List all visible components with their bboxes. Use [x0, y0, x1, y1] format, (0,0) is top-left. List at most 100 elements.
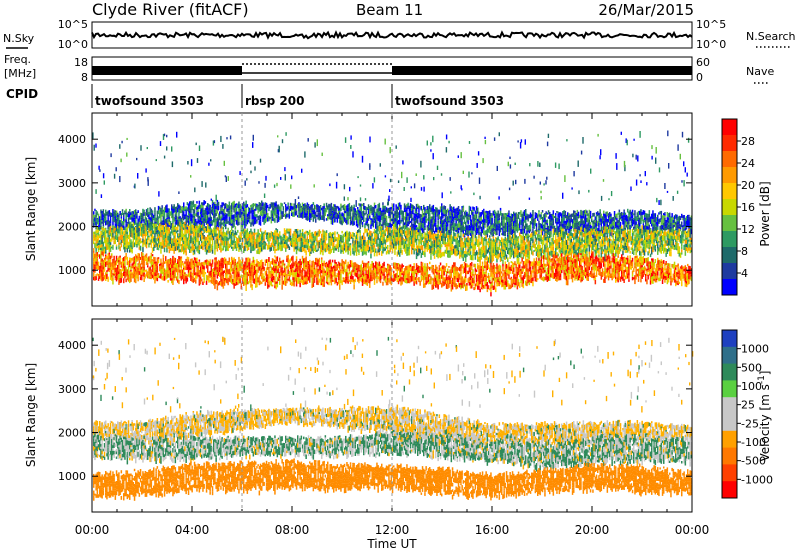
- power-cell: [610, 224, 612, 227]
- power-cell: [411, 218, 413, 222]
- power-cell: [97, 232, 100, 236]
- power-cell: [215, 220, 217, 226]
- power-cell: [579, 221, 581, 227]
- power-cell: [127, 221, 130, 224]
- power-cell: [562, 231, 564, 236]
- power-cell: [305, 244, 307, 249]
- power-cell: [315, 249, 317, 252]
- power-cell: [616, 213, 618, 219]
- power-cell: [358, 212, 360, 218]
- power-cell: [150, 212, 153, 215]
- power-cell: [178, 236, 180, 239]
- power-cell: [209, 217, 211, 222]
- power-cell: [235, 215, 238, 218]
- power-cell: [233, 243, 235, 247]
- power-cell: [385, 207, 388, 211]
- power-cell: [133, 219, 136, 224]
- power-cell: [568, 224, 570, 229]
- power-cell: [598, 218, 600, 223]
- power-cell: [347, 232, 349, 238]
- power-cell: [389, 227, 391, 233]
- power-cell: [556, 239, 558, 244]
- power-cell: [567, 225, 569, 230]
- power-cell: [103, 239, 106, 244]
- power-cell: [449, 207, 451, 212]
- power-cell: [603, 213, 605, 216]
- power-cell: [361, 216, 364, 221]
- power-cell: [395, 211, 397, 215]
- power-cell: [533, 234, 535, 236]
- power-cell: [199, 234, 202, 237]
- power-cell: [181, 224, 184, 229]
- power-cell: [252, 232, 255, 236]
- power-cell: [171, 223, 173, 226]
- power-cell: [652, 226, 654, 231]
- power-cell: [522, 228, 525, 231]
- power-cell: [558, 244, 561, 249]
- power-cell: [190, 233, 192, 236]
- power-cell: [517, 240, 520, 243]
- power-cell: [349, 206, 352, 209]
- power-cell: [475, 214, 478, 219]
- power-cell: [217, 205, 220, 211]
- power-cell: [209, 213, 211, 217]
- power-cell: [511, 224, 514, 230]
- power-cell: [538, 249, 540, 254]
- power-cell: [327, 245, 329, 251]
- power-cell: [450, 212, 453, 216]
- power-cell: [379, 220, 382, 223]
- power-cell: [166, 207, 168, 214]
- power-cell: [514, 230, 516, 234]
- power-cell: [453, 212, 455, 217]
- power-cell: [240, 205, 243, 210]
- power-cell: [261, 200, 263, 204]
- power-cell: [271, 210, 274, 214]
- power-cell: [503, 213, 505, 217]
- power-cell: [151, 224, 154, 226]
- power-cell: [509, 249, 511, 255]
- power-cell: [415, 225, 418, 227]
- power-cell: [163, 211, 166, 216]
- power-cell: [336, 231, 339, 235]
- power-cell: [337, 206, 340, 211]
- power-cell: [360, 203, 363, 207]
- power-cell: [301, 202, 304, 208]
- power-cell: [125, 219, 127, 224]
- power-cell: [214, 244, 216, 250]
- power-cell: [679, 227, 682, 230]
- power-cell: [543, 249, 545, 255]
- power-cell: [558, 248, 561, 253]
- power-cell: [587, 222, 589, 227]
- power-cell: [462, 205, 465, 208]
- power-cell: [475, 227, 478, 232]
- power-cell: [114, 239, 117, 245]
- power-cell: [294, 237, 297, 242]
- power-cell: [690, 225, 693, 230]
- power-cell: [532, 226, 534, 229]
- power-cell: [276, 219, 279, 223]
- power-cell: [121, 211, 124, 215]
- power-cell: [432, 241, 435, 244]
- power-cell: [372, 245, 375, 248]
- power-cell: [288, 228, 291, 232]
- power-cell: [149, 231, 151, 236]
- power-cell: [370, 231, 372, 237]
- power-cell: [563, 231, 565, 236]
- power-cell: [379, 235, 382, 240]
- power-cell: [393, 207, 395, 211]
- power-cell: [538, 253, 540, 258]
- power-cell: [610, 213, 612, 217]
- power-cell: [319, 242, 322, 246]
- power-cell: [339, 214, 341, 220]
- power-cell: [221, 210, 223, 215]
- power-cell: [396, 225, 399, 231]
- power-cell: [486, 256, 489, 262]
- power-cell: [523, 228, 526, 234]
- power-cell: [181, 237, 184, 240]
- power-cell: [186, 207, 189, 212]
- power-cell: [593, 221, 595, 225]
- power-cell: [179, 232, 181, 237]
- power-cell: [591, 226, 593, 228]
- power-cell: [179, 216, 181, 219]
- power-cell: [503, 216, 505, 220]
